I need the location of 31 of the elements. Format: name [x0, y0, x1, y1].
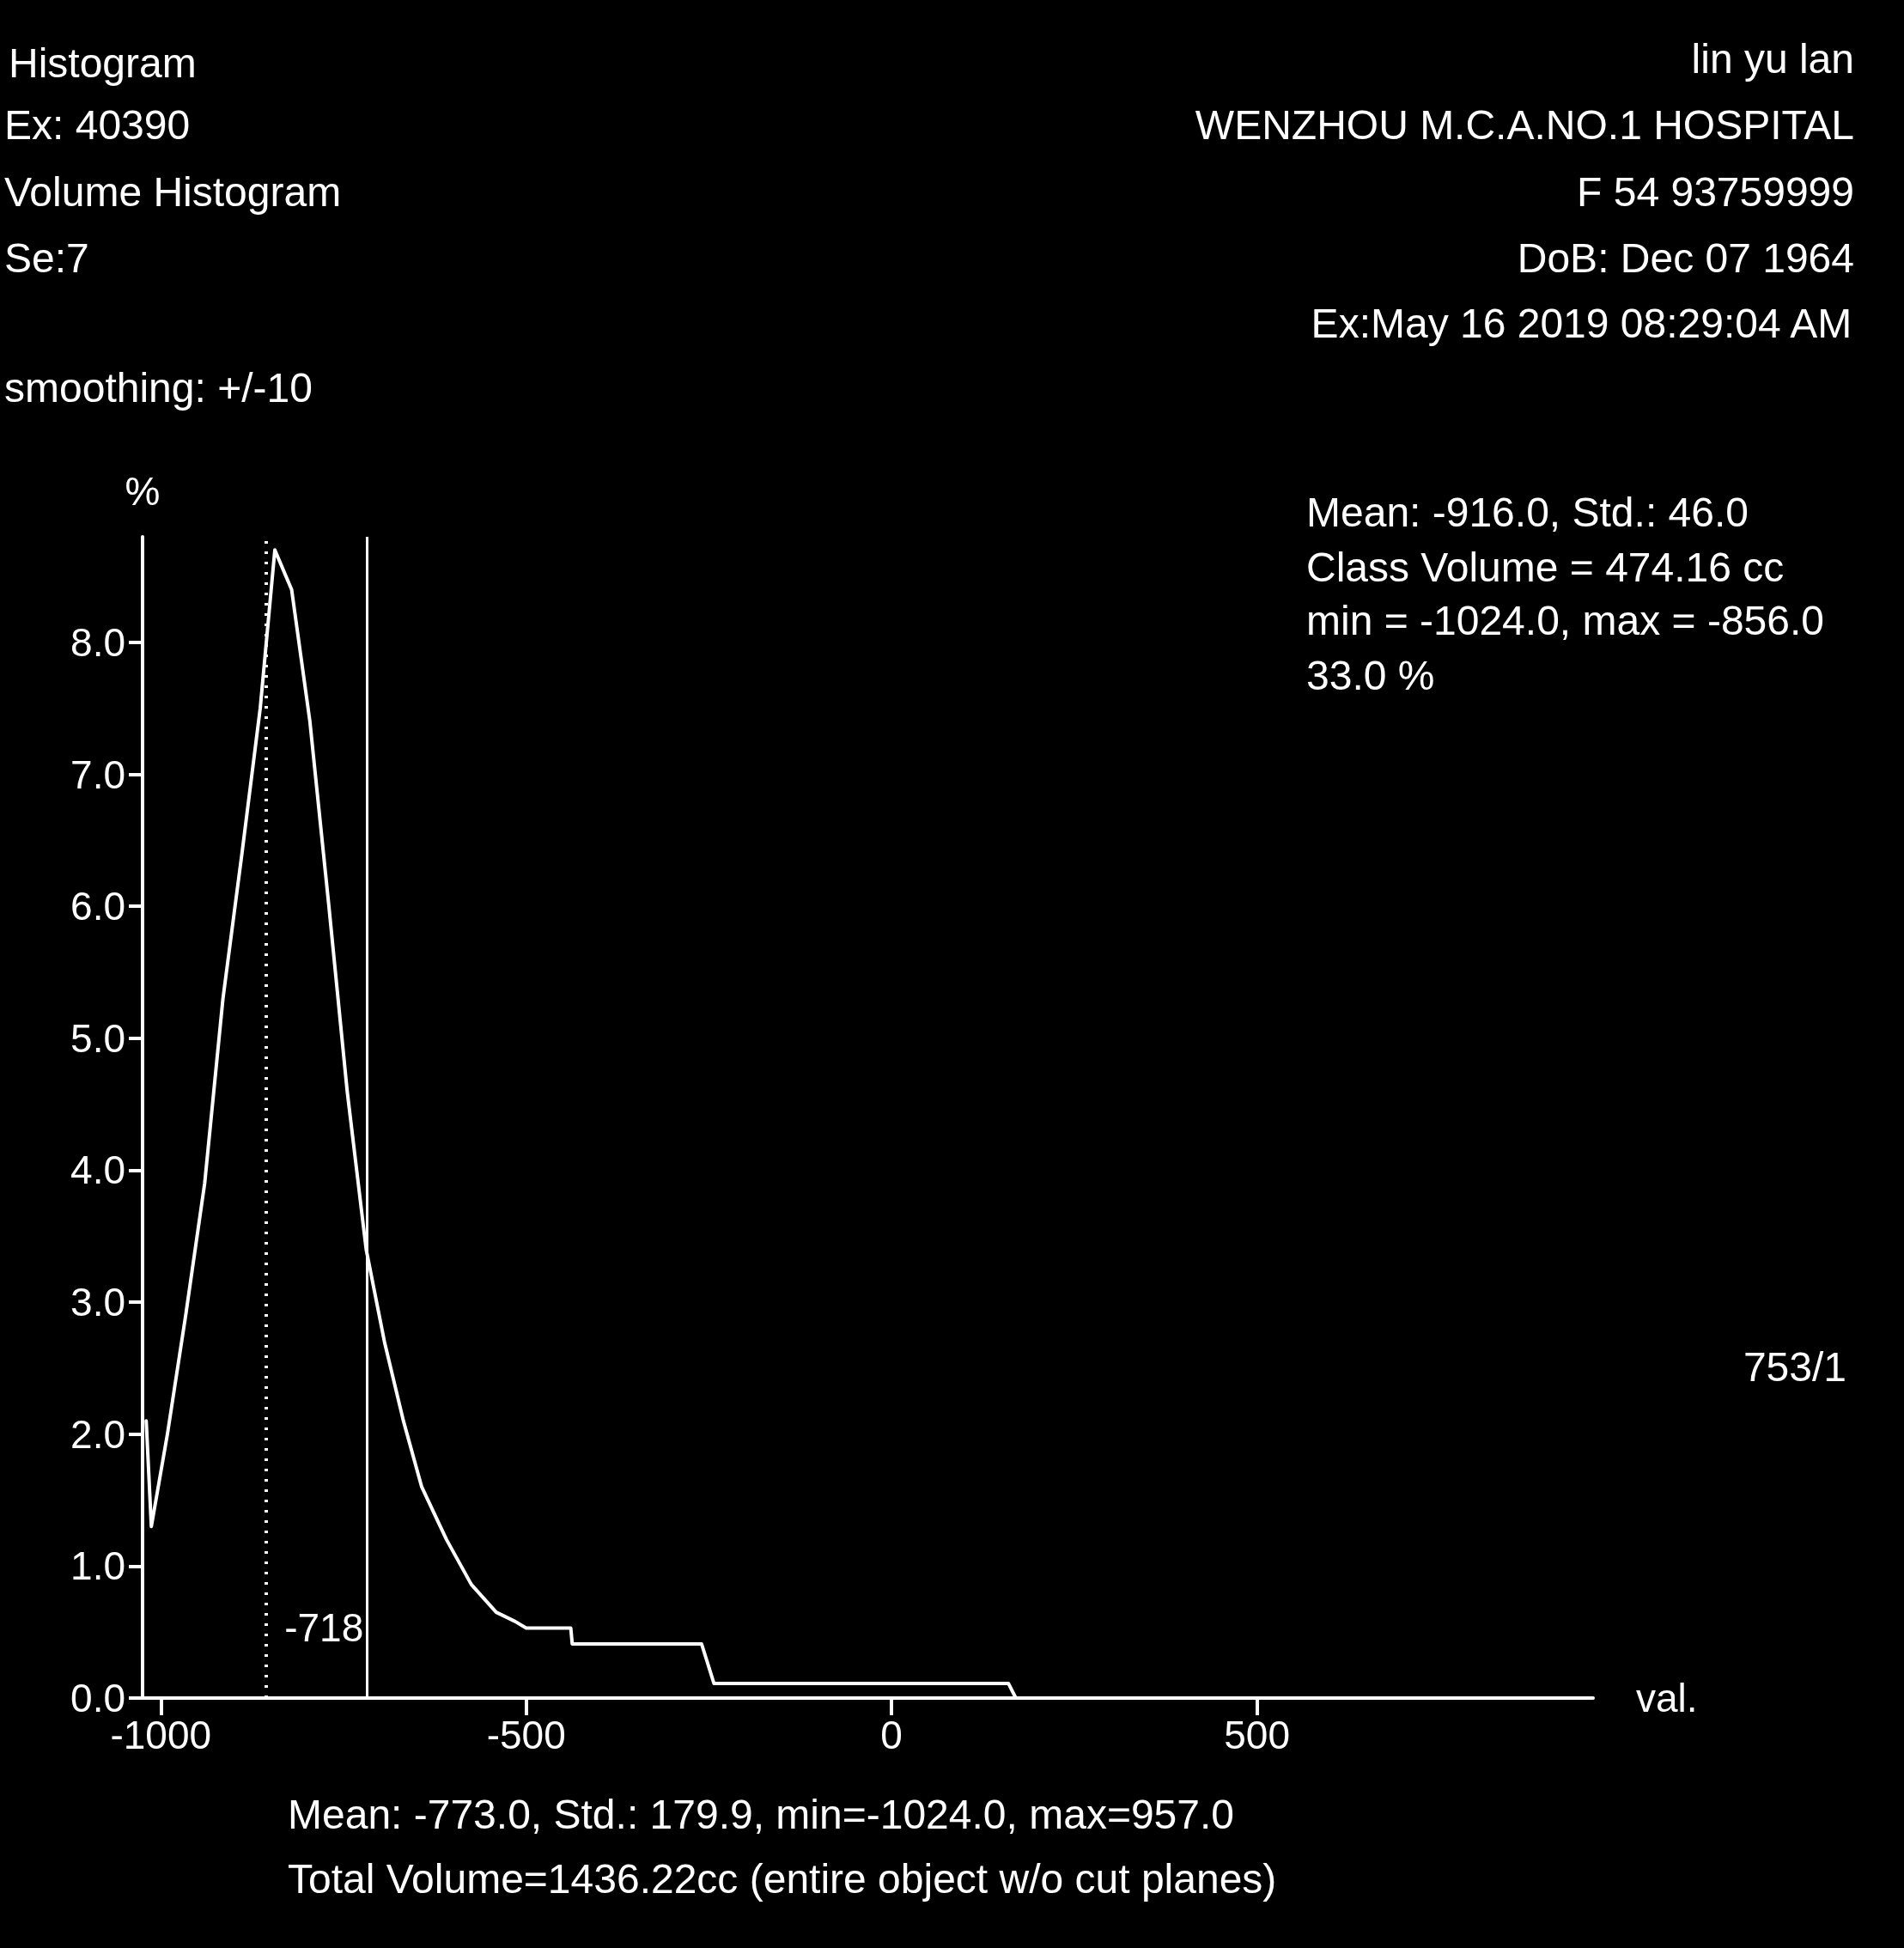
- y-tick-label: 6.0: [70, 884, 125, 929]
- text: smoothing: +/-10: [4, 364, 313, 411]
- y-tick-label: 1.0: [70, 1543, 125, 1589]
- annotation: Class Volume = 474.16 cc: [1306, 544, 1785, 590]
- text: F 54 93759999: [1577, 168, 1855, 215]
- y-tick-label: 3.0: [70, 1280, 125, 1325]
- text: lin yu lan: [1691, 35, 1855, 82]
- x-tick-label: 0: [880, 1713, 903, 1757]
- y-tick-label: 2.0: [70, 1411, 125, 1457]
- text: Total Volume=1436.22cc (entire object w/o cut planes): [288, 1855, 1277, 1902]
- x-tick-label: -500: [486, 1713, 566, 1757]
- x-axis-title: val.: [1636, 1676, 1698, 1720]
- annotation: 33.0 %: [1306, 652, 1435, 698]
- text: Volume Histogram: [4, 168, 342, 215]
- annotation: min = -1024.0, max = -856.0: [1306, 597, 1824, 643]
- y-tick-label: 7.0: [70, 752, 125, 797]
- text: WENZHOU M.C.A.NO.1 HOSPITAL: [1195, 101, 1855, 148]
- text: Mean: -773.0, Std.: 179.9, min=-1024.0, max=957.0: [288, 1791, 1235, 1837]
- chart-title: Histogram: [9, 40, 197, 86]
- text: DoB: Dec 07 1964: [1517, 234, 1854, 281]
- text: Mean: -916.0, Std.: 46.0: [1306, 489, 1749, 535]
- x-tick-label: 500: [1224, 1713, 1290, 1757]
- text: 753/1: [1743, 1343, 1847, 1390]
- y-axis-title: %: [125, 469, 161, 514]
- text: Ex:May 16 2019 08:29:04 AM: [1311, 300, 1852, 346]
- y-tick-label: 4.0: [70, 1147, 125, 1193]
- text: Ex: 40390: [4, 101, 191, 148]
- y-tick-label: 5.0: [70, 1015, 125, 1061]
- text: Se:7: [4, 234, 89, 281]
- y-tick-label: 8.0: [70, 619, 125, 665]
- ref-line-label: -718: [284, 1605, 364, 1650]
